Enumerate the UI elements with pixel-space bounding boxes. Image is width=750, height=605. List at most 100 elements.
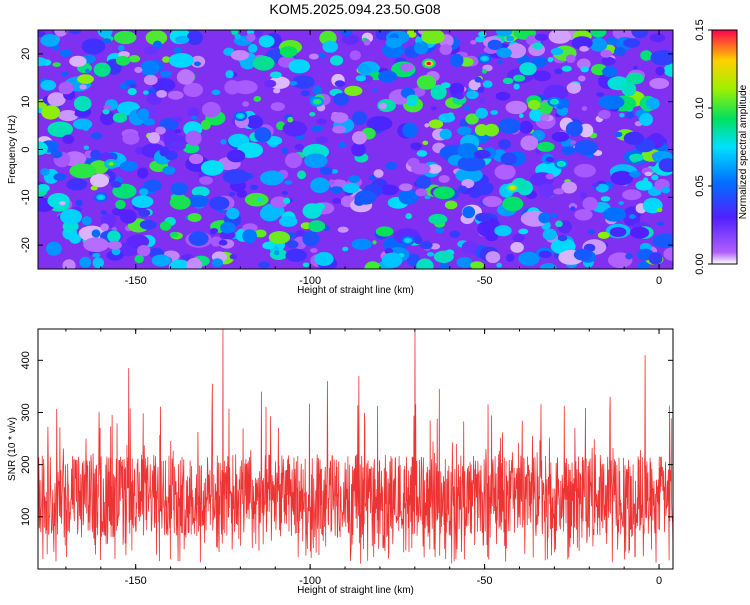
heatmap-texture-blob: [283, 121, 307, 137]
hotspot-core: [482, 57, 486, 60]
heatmap-texture-blob: [566, 54, 576, 63]
heatmap-texture-blob: [309, 112, 315, 116]
heatmap-texture-blob: [495, 164, 516, 179]
heatmap-texture-blob: [440, 129, 452, 140]
heatmap-texture-blob: [498, 118, 520, 134]
heatmap-texture-blob: [231, 50, 249, 61]
heatmap-hotspot: [233, 111, 247, 121]
heatmap-texture-blob: [555, 221, 563, 228]
heatmap-texture-blob: [486, 251, 501, 263]
x-axis-label: Height of straight line (km): [297, 285, 414, 296]
heatmap-texture-blob: [62, 259, 75, 272]
heatmap-texture-blob: [40, 80, 56, 91]
heatmap-texture-blob: [242, 101, 249, 107]
heatmap-texture-blob: [316, 119, 327, 125]
heatmap-texture-blob: [226, 70, 234, 78]
heatmap-texture-blob: [496, 263, 502, 268]
heatmap-texture-blob: [574, 249, 592, 261]
heatmap-texture-blob: [372, 240, 376, 244]
heatmap-texture-blob: [607, 37, 618, 45]
heatmap-texture-blob: [273, 88, 280, 93]
heatmap-texture-blob: [302, 231, 319, 246]
heatmap-texture-blob: [187, 31, 203, 46]
heatmap-texture-blob: [104, 105, 112, 110]
heatmap-hotspot: [547, 97, 561, 107]
heatmap-texture-blob: [172, 116, 182, 122]
heatmap-texture-blob: [645, 172, 653, 176]
heatmap-texture-blob: [122, 188, 128, 193]
heatmap-texture-blob: [235, 34, 241, 40]
heatmap-texture-blob: [47, 92, 65, 106]
heatmap-texture-blob: [73, 119, 92, 130]
heatmap-texture-blob: [590, 38, 607, 52]
y-tick-label: 20: [20, 48, 32, 60]
heatmap-texture-blob: [111, 181, 122, 188]
heatmap-texture-blob: [186, 258, 202, 273]
heatmap-texture-blob: [107, 230, 120, 242]
heatmap-texture-blob: [264, 80, 276, 88]
heatmap-texture-blob: [421, 29, 445, 44]
heatmap-texture-blob: [574, 209, 592, 220]
heatmap-texture-blob: [416, 259, 433, 274]
heatmap-texture-blob: [132, 195, 154, 208]
heatmap-texture-blob: [74, 111, 82, 116]
heatmap-texture-blob: [159, 146, 169, 156]
heatmap-texture-blob: [376, 226, 394, 236]
hotspot-core: [99, 196, 103, 199]
x-tick-label: 0: [656, 575, 662, 587]
heatmap-texture-blob: [53, 62, 61, 67]
heatmap-texture-blob: [458, 186, 468, 193]
heatmap-texture-blob: [580, 66, 589, 72]
heatmap-texture-blob: [40, 34, 59, 47]
heatmap-texture-blob: [610, 227, 627, 237]
y-tick-label: -20: [20, 237, 32, 253]
heatmap-texture-blob: [74, 96, 92, 111]
heatmap-texture-blob: [352, 239, 372, 251]
heatmap-texture-blob: [69, 234, 81, 244]
hotspot-core: [427, 62, 431, 65]
heatmap-texture-blob: [335, 80, 345, 87]
heatmap-texture-blob: [66, 178, 87, 190]
heatmap-texture-blob: [122, 133, 139, 145]
heatmap-texture-blob: [282, 191, 288, 195]
heatmap-texture-blob: [227, 150, 245, 163]
heatmap-texture-blob: [356, 75, 367, 81]
hotspot-core: [559, 162, 563, 165]
heatmap-texture-blob: [464, 106, 470, 111]
heatmap-texture-blob: [414, 236, 423, 244]
heatmap-texture-blob: [415, 188, 427, 196]
heatmap-texture-blob: [262, 242, 275, 250]
heatmap-texture-blob: [417, 150, 428, 157]
x-axis-label: Height of straight line (km): [297, 585, 414, 596]
heatmap-texture-blob: [591, 26, 607, 38]
heatmap-texture-blob: [445, 201, 458, 210]
heatmap-texture-blob: [428, 214, 447, 225]
heatmap-texture-blob: [450, 54, 463, 67]
heatmap-texture-blob: [513, 75, 525, 82]
heatmap-texture-blob: [538, 212, 550, 223]
heatmap-texture-blob: [260, 171, 284, 186]
heatmap-texture-blob: [475, 124, 488, 136]
heatmap-texture-blob: [47, 193, 69, 208]
heatmap-texture-blob: [554, 68, 562, 74]
heatmap-texture-blob: [319, 53, 326, 59]
heatmap-texture-blob: [405, 213, 412, 219]
heatmap-texture-blob: [333, 93, 349, 106]
heatmap-texture-blob: [295, 144, 304, 150]
heatmap-texture-blob: [108, 241, 122, 250]
heatmap-texture-blob: [462, 241, 478, 254]
heatmap-texture-blob: [170, 232, 178, 238]
heatmap-texture-blob: [90, 174, 109, 187]
heatmap-texture-blob: [253, 56, 275, 71]
colorbar-tick-label: 0.05: [694, 175, 706, 196]
heatmap-texture-blob: [588, 229, 595, 234]
heatmap-texture-blob: [313, 86, 323, 95]
heatmap-texture-blob: [358, 64, 372, 75]
heatmap-texture-blob: [651, 50, 677, 65]
heatmap-texture-blob: [93, 257, 104, 268]
heatmap-texture-blob: [284, 180, 292, 185]
heatmap-texture-blob: [82, 38, 106, 54]
heatmap-texture-blob: [175, 129, 182, 133]
heatmap-texture-blob: [602, 66, 617, 77]
